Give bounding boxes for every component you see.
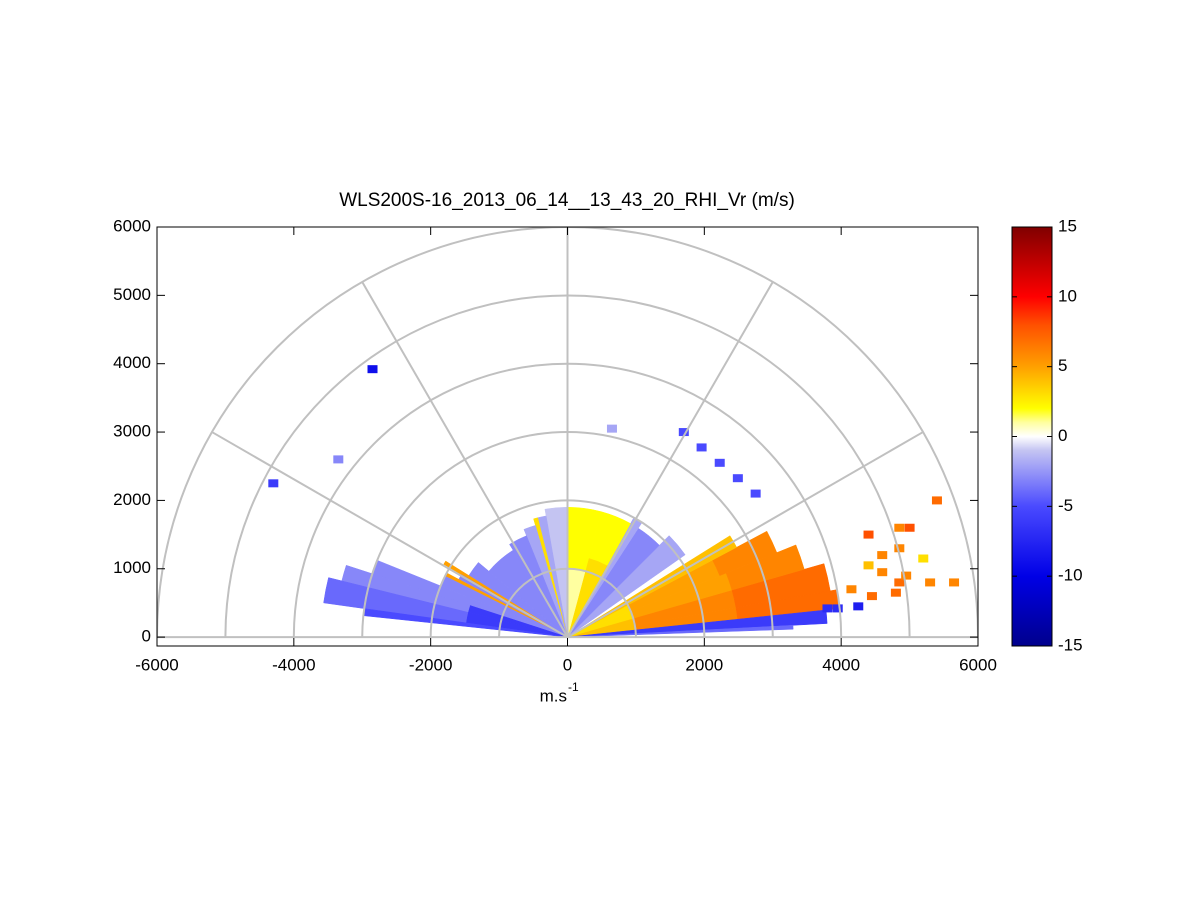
y-tick-label: 6000 bbox=[113, 216, 151, 235]
velocity-cell bbox=[877, 551, 888, 560]
colorbar-tick-label: 10 bbox=[1058, 286, 1077, 305]
velocity-cell bbox=[714, 458, 725, 467]
plot-area bbox=[157, 227, 978, 639]
velocity-cell bbox=[901, 571, 912, 580]
colorbar-tick-label: -5 bbox=[1058, 496, 1073, 515]
chart-title: WLS200S-16_2013_06_14__13_43_20_RHI_Vr (… bbox=[339, 190, 795, 211]
velocity-cell bbox=[894, 523, 905, 532]
velocity-cell bbox=[333, 455, 344, 464]
velocity-cell bbox=[866, 592, 877, 601]
x-tick-label: -6000 bbox=[135, 655, 178, 674]
velocity-cell bbox=[918, 554, 929, 563]
axes: -6000 -4000 -2000 0 2000 4000 6000 0 1000 2000 300… bbox=[113, 216, 1082, 674]
x-axis-label-superscript: -1 bbox=[568, 680, 579, 694]
velocity-sector bbox=[567, 625, 794, 638]
colorbar-tick-label: 0 bbox=[1058, 426, 1067, 445]
y-tick-label: 1000 bbox=[113, 558, 151, 577]
velocity-sector bbox=[523, 525, 568, 638]
velocity-cell bbox=[949, 578, 960, 587]
velocity-sector bbox=[712, 530, 778, 576]
y-tick-label: 2000 bbox=[113, 490, 151, 509]
velocity-sector bbox=[323, 577, 469, 624]
y-tick-label: 5000 bbox=[113, 285, 151, 304]
velocity-cell bbox=[268, 479, 279, 488]
velocity-sector bbox=[567, 535, 686, 638]
polar-spoke bbox=[211, 431, 568, 638]
y-tick-label: 3000 bbox=[113, 422, 151, 441]
y-tick-label: 0 bbox=[142, 627, 151, 646]
velocity-cell bbox=[931, 496, 942, 505]
velocity-cell bbox=[877, 568, 888, 577]
velocity-cell bbox=[894, 544, 905, 553]
velocity-cell bbox=[904, 523, 915, 532]
x-tick-label: 2000 bbox=[685, 655, 723, 674]
velocity-cell bbox=[853, 602, 864, 611]
colorbar-tick-label: 15 bbox=[1058, 216, 1077, 235]
velocity-sector bbox=[725, 544, 805, 591]
x-tick-label: 0 bbox=[563, 655, 572, 674]
velocity-cell bbox=[696, 443, 707, 452]
velocity-cell bbox=[606, 424, 617, 433]
colorbar-tick-label: -15 bbox=[1058, 635, 1083, 654]
x-tick-label: -4000 bbox=[272, 655, 315, 674]
velocity-cell bbox=[678, 428, 689, 437]
x-tick-label: 4000 bbox=[822, 655, 860, 674]
polar-spoke bbox=[361, 281, 569, 638]
velocity-sector bbox=[443, 560, 568, 638]
x-tick-label: 6000 bbox=[959, 655, 997, 674]
velocity-cell bbox=[832, 604, 843, 613]
velocity-cell bbox=[925, 578, 936, 587]
velocity-cell bbox=[732, 474, 743, 483]
colorbar-tick-label: 5 bbox=[1058, 356, 1067, 375]
velocity-cell bbox=[822, 604, 833, 613]
velocity-cell bbox=[863, 530, 874, 539]
velocity-cell bbox=[863, 561, 874, 570]
velocity-cell bbox=[367, 365, 378, 374]
velocity-cell bbox=[890, 588, 901, 597]
colorbar-tick-label: -10 bbox=[1058, 566, 1083, 585]
colorbar bbox=[1011, 226, 1053, 647]
velocity-cell bbox=[894, 578, 905, 587]
velocity-cell bbox=[846, 585, 857, 594]
polar-spoke bbox=[567, 431, 924, 638]
velocity-cell bbox=[750, 489, 761, 498]
x-tick-label: -2000 bbox=[409, 655, 452, 674]
velocity-sector bbox=[731, 563, 831, 608]
y-tick-label: 4000 bbox=[113, 353, 151, 372]
x-axis-label: m.s bbox=[540, 686, 567, 705]
polar-spoke bbox=[566, 281, 774, 638]
